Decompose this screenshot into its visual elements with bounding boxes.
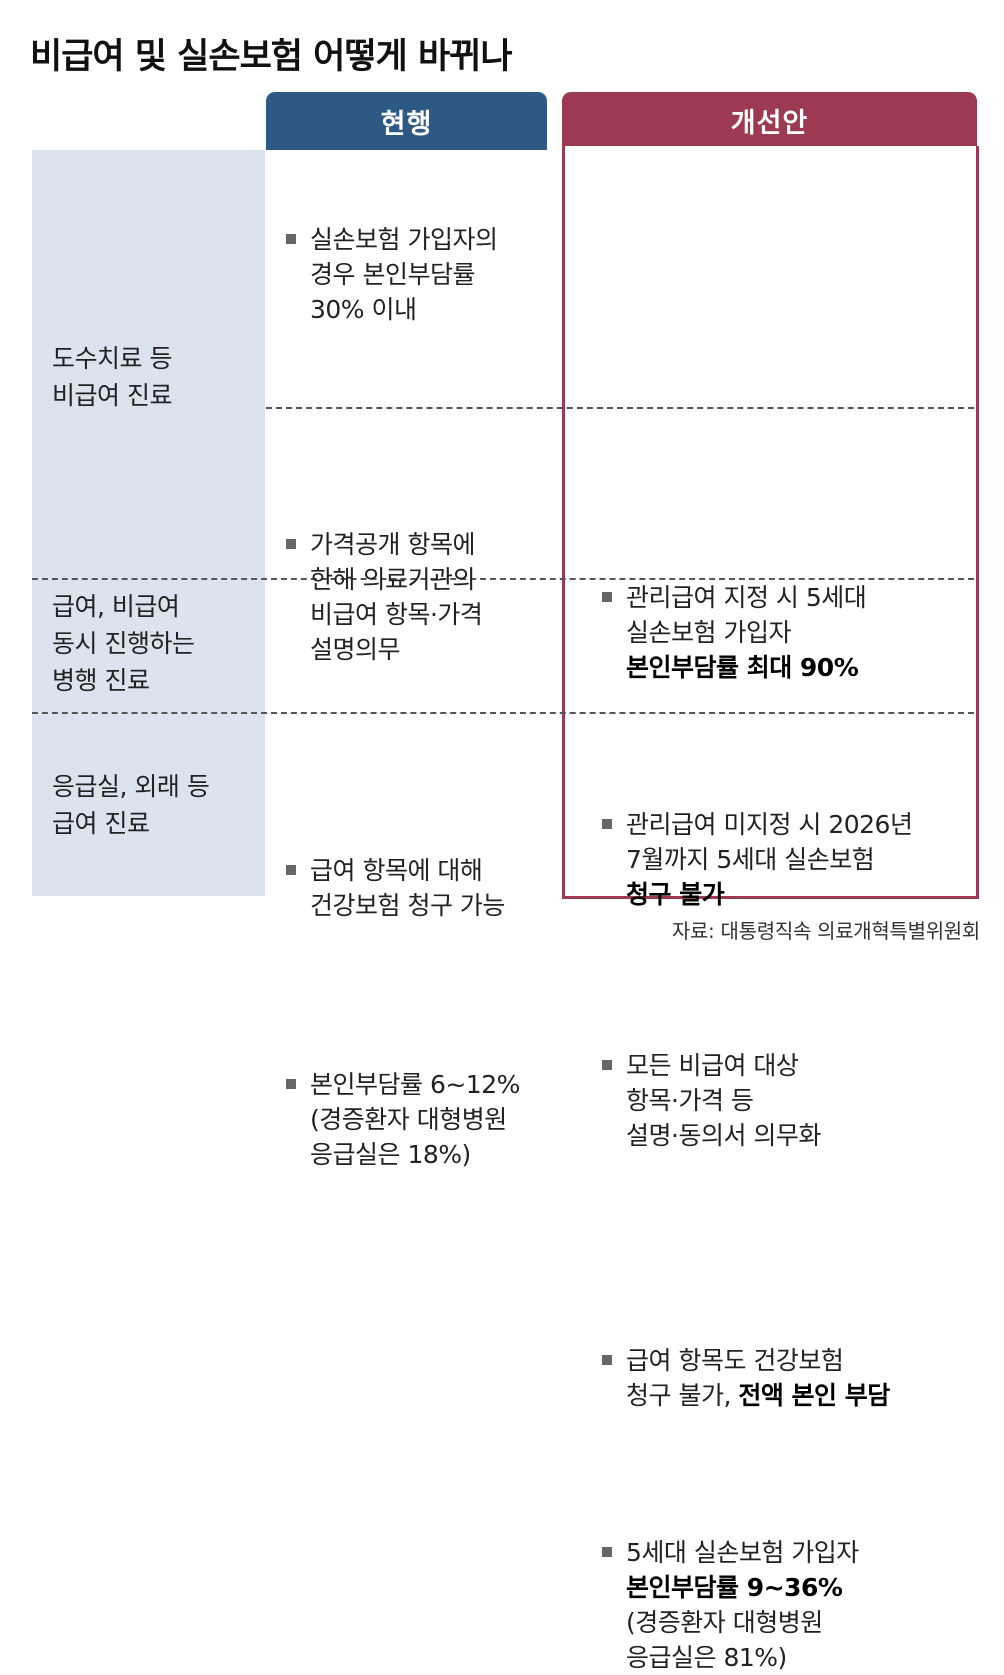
- category-column: [32, 150, 265, 896]
- category-covered-treatment: 응급실, 외래 등 급여 진료: [52, 772, 210, 838]
- proposed-column-box: [562, 146, 979, 899]
- current-item-2: 가격공개 항목에 한해 의료기관의 비급여 항목·가격 설명의무: [284, 527, 1004, 667]
- header-current: 현행: [266, 92, 547, 150]
- proposed-item-2: 관리급여 미지정 시 2026년 7월까지 5세대 실손보험 청구 불가: [600, 807, 1004, 912]
- proposed-item-4: 급여 항목도 건강보험 청구 불가, 전액 본인 부담: [600, 1343, 1004, 1413]
- proposed-item-1: 관리급여 지정 시 5세대 실손보험 가입자 본인부담률 최대 90%: [600, 580, 1004, 685]
- proposed-item-3: 모든 비급여 대상 항목·가격 등 설명·동의서 의무화: [600, 1048, 1004, 1153]
- current-item-1: 실손보험 가입자의 경우 본인부담률 30% 이내: [284, 222, 1004, 327]
- infographic-title: 비급여 및 실손보험 어떻게 바뀌나: [30, 37, 513, 77]
- header-proposed: 개선안: [562, 92, 977, 148]
- row-divider: [266, 407, 974, 409]
- proposed-item-5: 5세대 실손보험 가입자 본인부담률 9~36% (경증환자 대형병원 응급실은…: [600, 1535, 1004, 1675]
- current-item-3: 급여 항목에 대해 건강보험 청구 가능: [284, 853, 1004, 923]
- row-divider: [32, 578, 974, 580]
- row-divider: [32, 712, 974, 714]
- category-manual-therapy: 도수치료 등 비급여 진료: [52, 344, 172, 410]
- source-note: 자료: 대통령직속 의료개혁특별위원회: [671, 919, 980, 943]
- category-combined-treatment: 급여, 비급여 동시 진행하는 병행 진료: [52, 592, 195, 695]
